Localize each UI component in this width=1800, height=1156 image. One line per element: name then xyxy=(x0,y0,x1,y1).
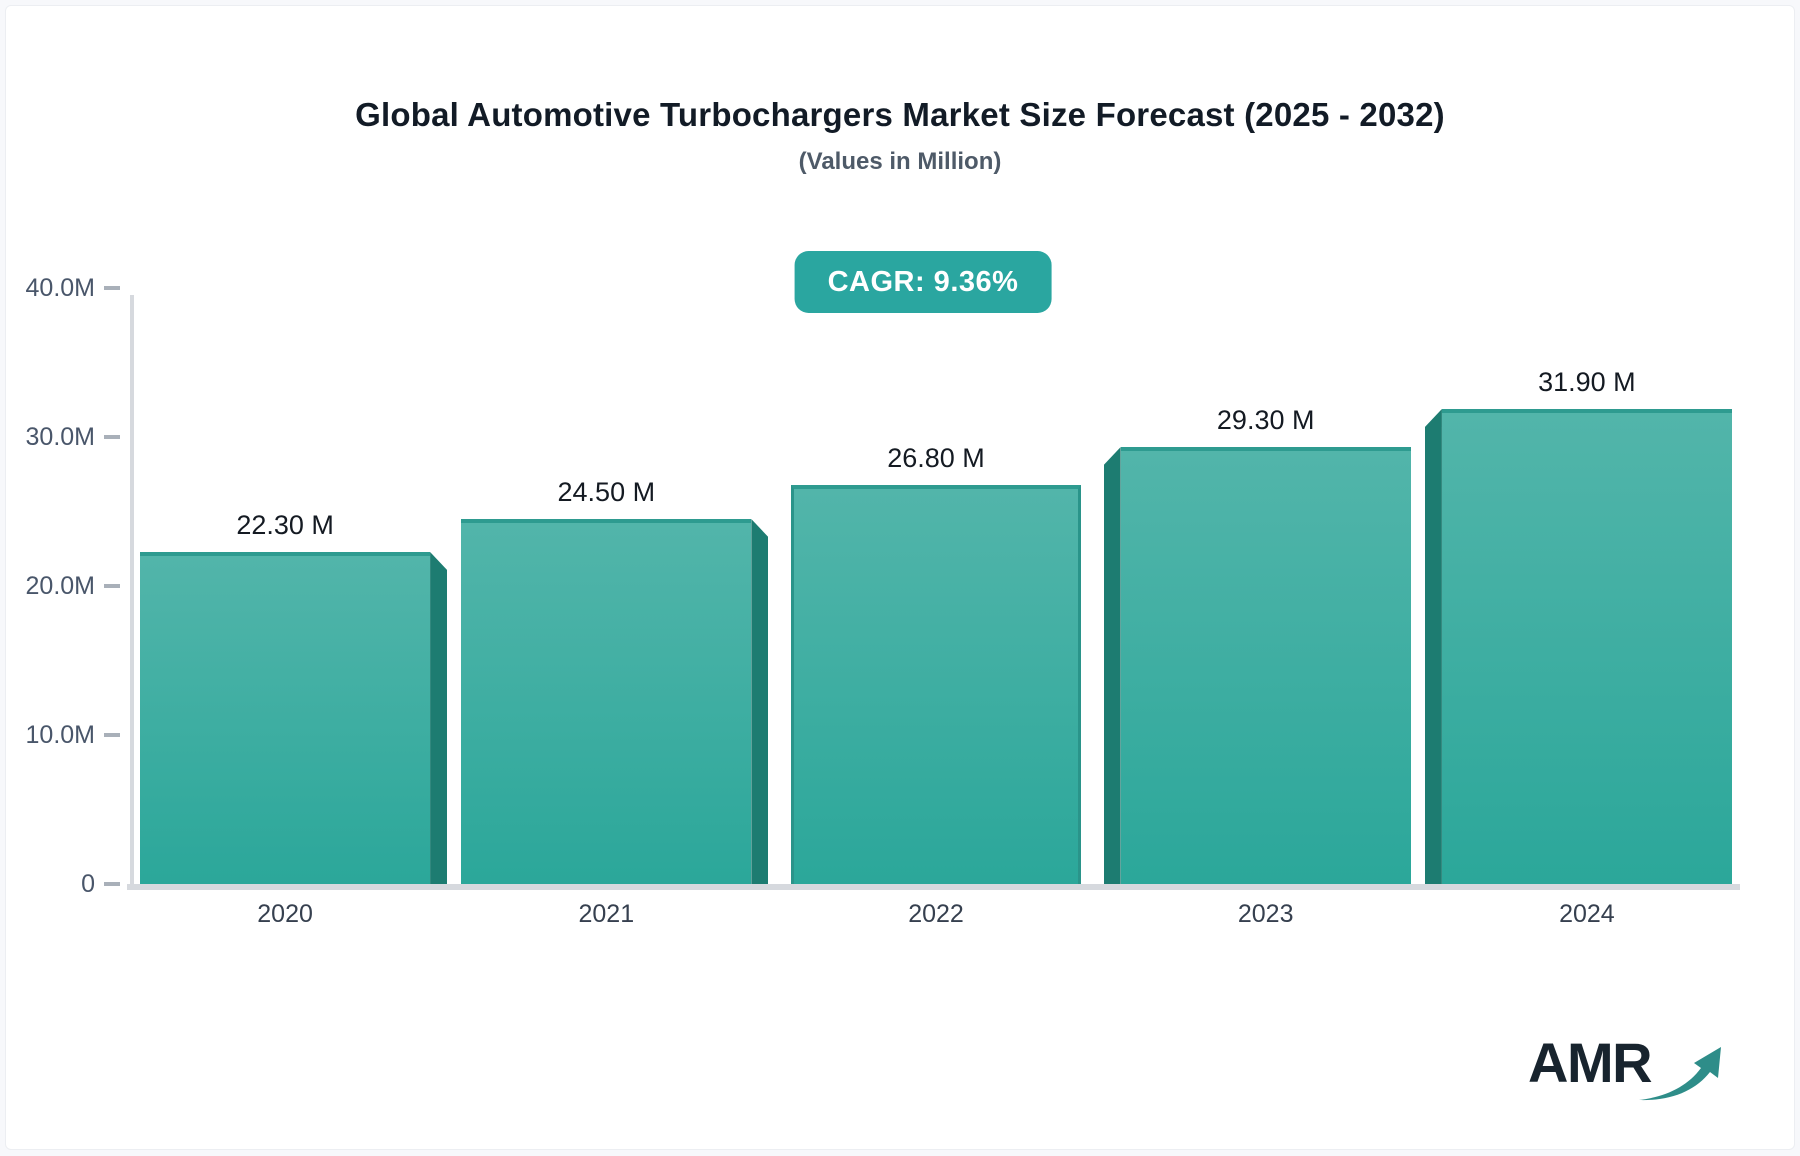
x-tick-label: 2020 xyxy=(257,900,313,928)
y-axis-tick xyxy=(104,286,120,290)
y-axis-tick xyxy=(104,584,120,588)
y-tick-label: 30.0M xyxy=(25,423,95,451)
amr-logo: AMR xyxy=(1528,1028,1728,1112)
growth-arrow-icon xyxy=(1639,1047,1722,1101)
bar-value-label: 24.50 M xyxy=(557,477,656,507)
y-axis-line xyxy=(130,295,134,886)
bar-2024[interactable] xyxy=(1441,409,1732,884)
y-tick-label: 10.0M xyxy=(25,721,95,749)
cagr-badge: CAGR: 9.36% xyxy=(794,251,1052,313)
bar-side-face-2021 xyxy=(751,519,769,884)
chart-subtitle: (Values in Million) xyxy=(798,148,1002,175)
x-tick-label: 2022 xyxy=(908,900,964,928)
bar-2023[interactable] xyxy=(1120,447,1411,884)
x-axis-line xyxy=(127,884,1740,890)
x-tick-label: 2021 xyxy=(578,900,635,928)
x-tick-label: 2023 xyxy=(1237,900,1294,928)
y-axis-tick xyxy=(104,733,120,737)
y-tick-label: 20.0M xyxy=(25,572,95,600)
y-tick-label: 40.0M xyxy=(25,274,95,302)
bar-value-label: 31.90 M xyxy=(1538,367,1636,397)
bar-side-face-2020 xyxy=(430,552,448,884)
amr-logo-text: AMR xyxy=(1528,1031,1653,1094)
bar-2021[interactable] xyxy=(461,519,752,884)
y-axis-tick xyxy=(104,435,120,439)
x-tick-label: 2024 xyxy=(1559,900,1615,928)
bar-2022[interactable] xyxy=(791,485,1081,884)
bar-side-face-2024 xyxy=(1424,409,1442,884)
y-tick-label: 0 xyxy=(81,870,95,898)
bar-value-label: 26.80 M xyxy=(887,443,985,473)
bar-value-label: 29.30 M xyxy=(1216,405,1315,435)
y-axis-tick xyxy=(104,882,120,886)
bar-value-label: 22.30 M xyxy=(236,510,334,540)
bar-2020[interactable] xyxy=(140,552,431,884)
bar-side-face-2023 xyxy=(1103,447,1121,884)
chart-title: Global Automotive Turbochargers Market S… xyxy=(355,96,1445,133)
